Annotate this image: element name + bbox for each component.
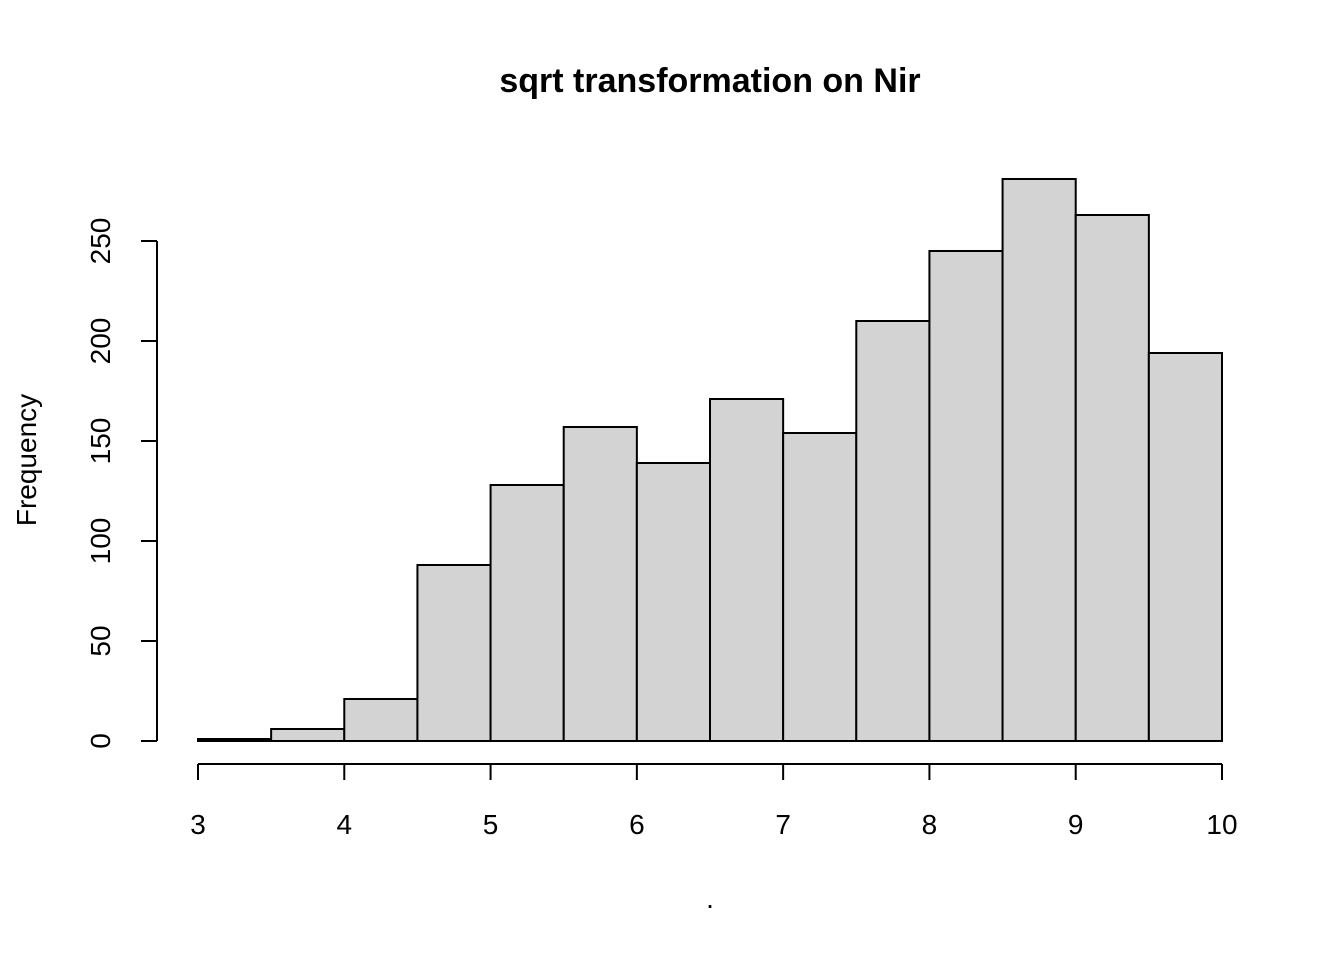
histogram-bar-3 [343,698,419,742]
x-tick-label: 5 [483,809,499,840]
x-tick-label: 10 [1206,809,1237,840]
y-axis: 0 50 100 150 200 250 [85,218,158,749]
histogram-bar-10 [855,320,931,742]
histogram-bar-13 [1074,214,1150,742]
y-tick-label: 250 [85,218,116,265]
histogram-bar-11 [928,250,1004,742]
histogram-bar-12 [1001,178,1077,742]
x-tick-label: 4 [336,809,352,840]
x-tick-label: 3 [190,809,206,840]
histogram-bar-14 [1147,352,1224,742]
y-tick-label: 50 [85,625,116,656]
histogram-bar-9 [782,432,858,742]
x-axis: 3 4 5 6 7 8 9 10 [190,763,1238,840]
histogram-bar-4 [416,564,492,742]
x-tick-label: 8 [922,809,938,840]
y-tick-label: 150 [85,418,116,465]
x-tick-label: 7 [775,809,791,840]
histogram-bar-7 [635,462,711,742]
y-axis-label: Frequency [11,394,42,526]
y-tick-label: 0 [85,733,116,749]
chart-title: sqrt transformation on Nir [499,62,920,100]
x-axis-label: . [706,883,714,914]
histogram-bar-6 [562,426,638,742]
histogram-bars [197,178,1224,742]
y-tick-label: 100 [85,518,116,565]
x-tick-label: 6 [629,809,645,840]
histogram-bar-8 [709,398,785,742]
histogram-bar-1 [197,738,273,742]
x-tick-label: 9 [1068,809,1084,840]
histogram-bar-2 [270,728,346,742]
y-tick-label: 200 [85,318,116,365]
histogram-bar-5 [489,484,565,742]
